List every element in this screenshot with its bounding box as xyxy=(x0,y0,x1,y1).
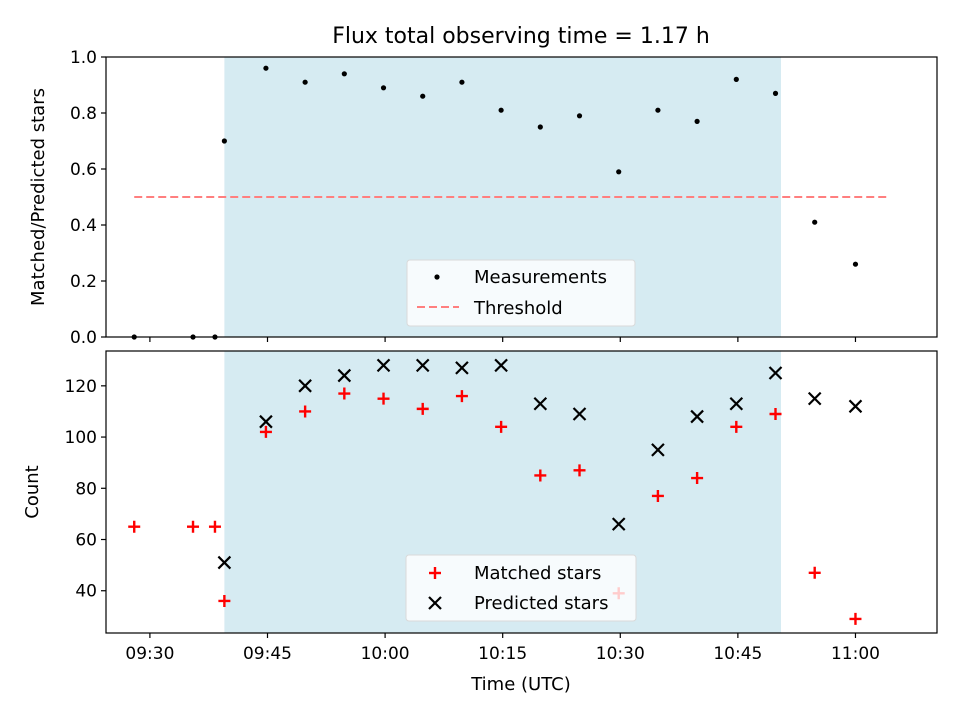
predicted-star-point xyxy=(572,407,587,421)
predicted-star-point xyxy=(768,366,783,380)
predicted-star-point xyxy=(729,396,744,411)
matched-star-point xyxy=(377,392,390,405)
y-tick-label: 100 xyxy=(65,428,97,448)
measurement-point xyxy=(733,76,739,82)
count-plot-frame xyxy=(105,350,938,634)
y-tick-label: 0.2 xyxy=(70,272,97,292)
measurement-point xyxy=(498,107,504,113)
y-tick-label: 0.0 xyxy=(70,328,97,348)
matched-star-point xyxy=(691,472,704,485)
ratio-legend: Measurements Threshold xyxy=(406,259,636,327)
predicted-star-point xyxy=(611,517,626,531)
matched-star-point xyxy=(338,387,351,400)
predicted-star-point xyxy=(259,414,273,429)
matched-star-point xyxy=(187,520,200,533)
count-legend: Matched stars Predicted stars xyxy=(405,554,637,622)
matched-star-point xyxy=(299,405,312,418)
matched-star-point xyxy=(455,390,468,403)
measurement-point xyxy=(852,261,859,267)
predicted-star-point xyxy=(415,358,430,373)
matched-star-point xyxy=(769,408,782,421)
y-tick-label: 0.8 xyxy=(70,104,97,124)
y-tick-label: 0.4 xyxy=(70,216,97,236)
matched-star-point xyxy=(495,420,508,433)
predicted-star-point xyxy=(533,396,548,411)
x-tick-label: 09:45 xyxy=(243,644,292,664)
matched-star-point xyxy=(208,520,221,533)
predicted-star-point xyxy=(337,368,352,383)
x-tick-label: 10:00 xyxy=(361,644,410,664)
measurement-point xyxy=(221,138,227,144)
matched-star-point xyxy=(849,612,862,625)
ratio-plot-frame xyxy=(105,56,938,338)
y-tick-label: 40 xyxy=(75,582,97,602)
legend-measurements-marker xyxy=(434,274,440,280)
x-tick-label: 10:30 xyxy=(596,644,645,664)
measurement-point xyxy=(341,71,347,77)
matched-star-point xyxy=(128,520,141,533)
y-tick-label: 1.0 xyxy=(70,48,97,68)
measurement-point xyxy=(263,65,269,71)
x-tick-label: 10:45 xyxy=(713,644,762,664)
y-tick-label: 0.6 xyxy=(70,160,97,180)
legend-predicted-label: Predicted stars xyxy=(474,593,608,614)
predicted-star-point xyxy=(848,399,863,414)
measurement-point xyxy=(576,113,583,119)
predicted-star-point xyxy=(690,409,704,424)
matched-star-point xyxy=(259,425,272,438)
matched-star-point xyxy=(651,489,664,502)
matched-star-point xyxy=(808,566,821,579)
predicted-star-point xyxy=(298,379,312,393)
matched-star-point xyxy=(416,402,429,415)
matched-star-point xyxy=(573,464,586,477)
measurement-point xyxy=(694,118,700,124)
measurement-point xyxy=(459,79,465,85)
measurement-point xyxy=(655,107,661,113)
ratio-y-axis-label: Matched/Predicted stars xyxy=(28,88,49,306)
legend-matched-marker xyxy=(429,567,441,579)
legend-measurements-label: Measurements xyxy=(474,267,607,288)
y-tick-label: 80 xyxy=(75,479,97,499)
predicted-star-point xyxy=(455,361,469,375)
legend-predicted-marker xyxy=(428,596,442,610)
x-tick-label: 10:15 xyxy=(478,644,527,664)
y-tick-label: 60 xyxy=(75,531,97,551)
predicted-star-point xyxy=(807,391,822,406)
x-axis-label: Time (UTC) xyxy=(470,674,571,695)
measurement-point xyxy=(616,169,622,175)
predicted-star-point xyxy=(651,443,665,457)
count-legend-box xyxy=(405,554,637,622)
y-tick-label: 120 xyxy=(65,377,97,397)
ratio-legend-box xyxy=(406,259,636,327)
predicted-star-point xyxy=(376,358,391,373)
predicted-star-point xyxy=(217,555,232,570)
predicted-star-point xyxy=(494,358,508,373)
count-y-axis-label: Count xyxy=(22,465,43,518)
x-tick-label: 09:30 xyxy=(125,644,174,664)
measurement-point xyxy=(380,85,387,91)
legend-threshold-label: Threshold xyxy=(473,298,563,319)
matched-star-point xyxy=(730,420,743,433)
matched-star-point xyxy=(218,594,231,607)
measurement-point xyxy=(420,93,426,99)
count-panel: 40 60 80 100 120 09:30 09:45 10:00 10:15 10:30 10… xyxy=(22,350,938,695)
measurement-point xyxy=(302,79,308,85)
ratio-panel: 0.0 0.2 0.4 0.6 0.8 1.0 Matched/Predicted sta… xyxy=(28,48,938,348)
figure-title: Flux total observing time = 1.17 h xyxy=(332,24,710,49)
measurement-point xyxy=(772,90,779,96)
matched-star-point xyxy=(534,469,547,482)
measurement-point xyxy=(812,219,818,225)
x-tick-label: 11:00 xyxy=(831,644,880,664)
legend-matched-label: Matched stars xyxy=(474,563,601,584)
measurement-point xyxy=(537,124,543,130)
